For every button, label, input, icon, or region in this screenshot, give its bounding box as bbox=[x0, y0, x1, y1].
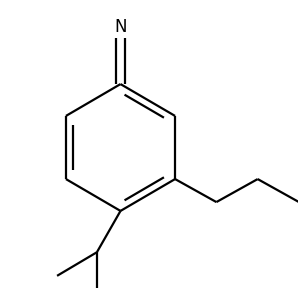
Text: N: N bbox=[114, 17, 127, 36]
